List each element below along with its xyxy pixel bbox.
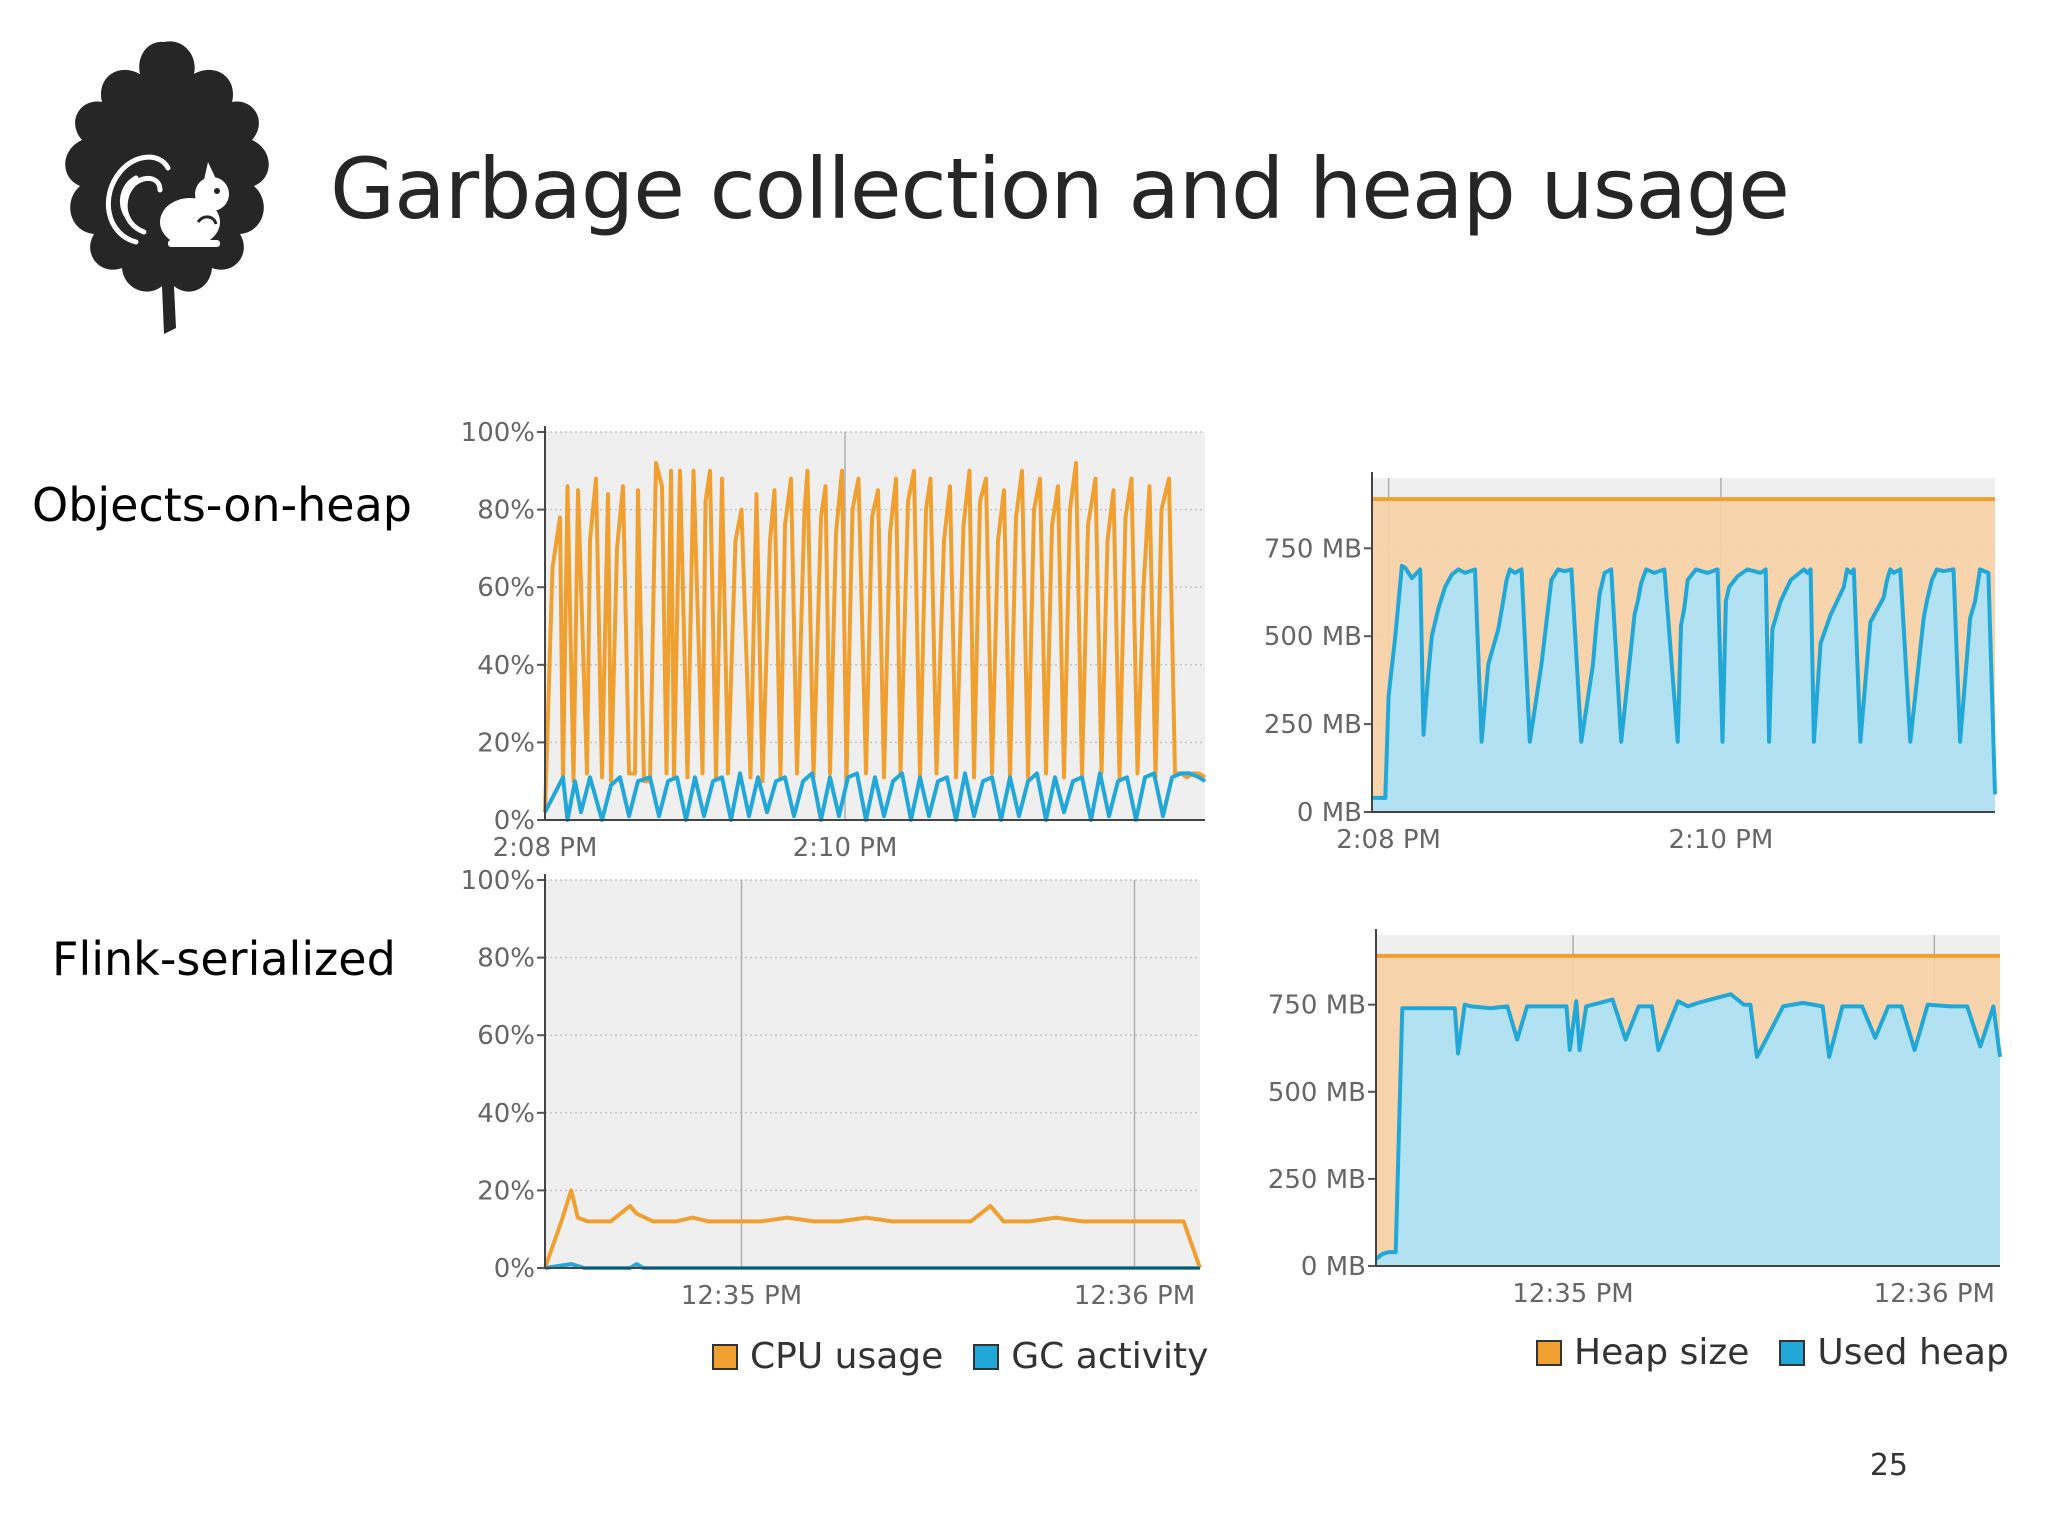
used-heap-area	[1372, 565, 1995, 812]
page-number: 25	[1869, 1448, 1908, 1483]
legend-item-used-heap: Used heap	[1779, 1332, 2009, 1373]
y-tick-label: 20%	[477, 728, 535, 758]
y-tick-label: 500 MB	[1264, 622, 1362, 652]
used-heap-area	[1376, 994, 2000, 1266]
y-tick-label: 60%	[477, 1021, 535, 1051]
y-tick-label: 80%	[477, 944, 535, 974]
x-tick-label: 2:10 PM	[793, 833, 898, 863]
y-tick-label: 250 MB	[1264, 710, 1362, 740]
used-heap-line	[1374, 992, 2002, 1261]
x-tick-label: 12:35 PM	[1512, 1279, 1633, 1309]
y-tick-label: 0%	[494, 1254, 535, 1284]
y-tick-label: 40%	[477, 1099, 535, 1129]
legend-swatch-cpu	[712, 1343, 738, 1370]
x-tick-label: 2:08 PM	[1336, 825, 1441, 855]
plot-background	[545, 880, 1200, 1268]
used-heap-line	[1372, 563, 1997, 800]
x-tick-label: 2:10 PM	[1668, 825, 1773, 855]
y-tick-label: 750 MB	[1264, 534, 1362, 564]
row-label-flink-serialized: Flink-serialized	[52, 932, 396, 986]
legend-swatch-used-heap	[1779, 1339, 1806, 1366]
legend-item-heap-size: Heap size	[1536, 1332, 1749, 1373]
y-tick-label: 60%	[477, 573, 535, 603]
y-tick-label: 750 MB	[1268, 991, 1366, 1021]
legend-label-used-heap: Used heap	[1817, 1332, 2009, 1373]
y-tick-label: 250 MB	[1268, 1165, 1366, 1195]
x-tick-label: 2:08 PM	[493, 833, 598, 863]
legend-swatch-heap-size	[1536, 1339, 1562, 1366]
y-tick-label: 100%	[461, 418, 535, 448]
x-tick-label: 12:36 PM	[1874, 1279, 1995, 1309]
y-tick-label: 0 MB	[1301, 1252, 1366, 1282]
legend-label-gc: GC activity	[1011, 1336, 1209, 1377]
row-label-objects-on-heap: Objects-on-heap	[32, 478, 412, 532]
legend-cpu-gc: CPU usage GC activity	[712, 1336, 1208, 1377]
legend-label-heap-size: Heap size	[1574, 1332, 1750, 1373]
slide-title: Garbage collection and heap usage	[330, 140, 1790, 238]
y-tick-label: 100%	[461, 866, 535, 896]
legend-label-cpu: CPU usage	[750, 1336, 944, 1377]
x-tick-label: 12:35 PM	[681, 1281, 802, 1311]
y-tick-label: 20%	[477, 1176, 535, 1206]
legend-swatch-gc	[973, 1343, 1000, 1370]
squirrel-leaf-logo-icon	[65, 41, 269, 335]
legend-item-gc: GC activity	[973, 1336, 1208, 1377]
y-tick-label: 40%	[477, 651, 535, 681]
y-tick-label: 500 MB	[1268, 1078, 1366, 1108]
x-tick-label: 12:36 PM	[1074, 1281, 1195, 1311]
legend-item-cpu: CPU usage	[712, 1336, 943, 1377]
legend-heap: Heap size Used heap	[1536, 1332, 2009, 1373]
y-tick-label: 0 MB	[1297, 798, 1362, 828]
cpu-usage-line	[543, 1188, 1202, 1269]
y-tick-label: 0%	[494, 806, 535, 836]
cpu-usage-line	[543, 461, 1207, 813]
y-tick-label: 80%	[477, 496, 535, 526]
gc-activity-line	[543, 771, 1207, 822]
